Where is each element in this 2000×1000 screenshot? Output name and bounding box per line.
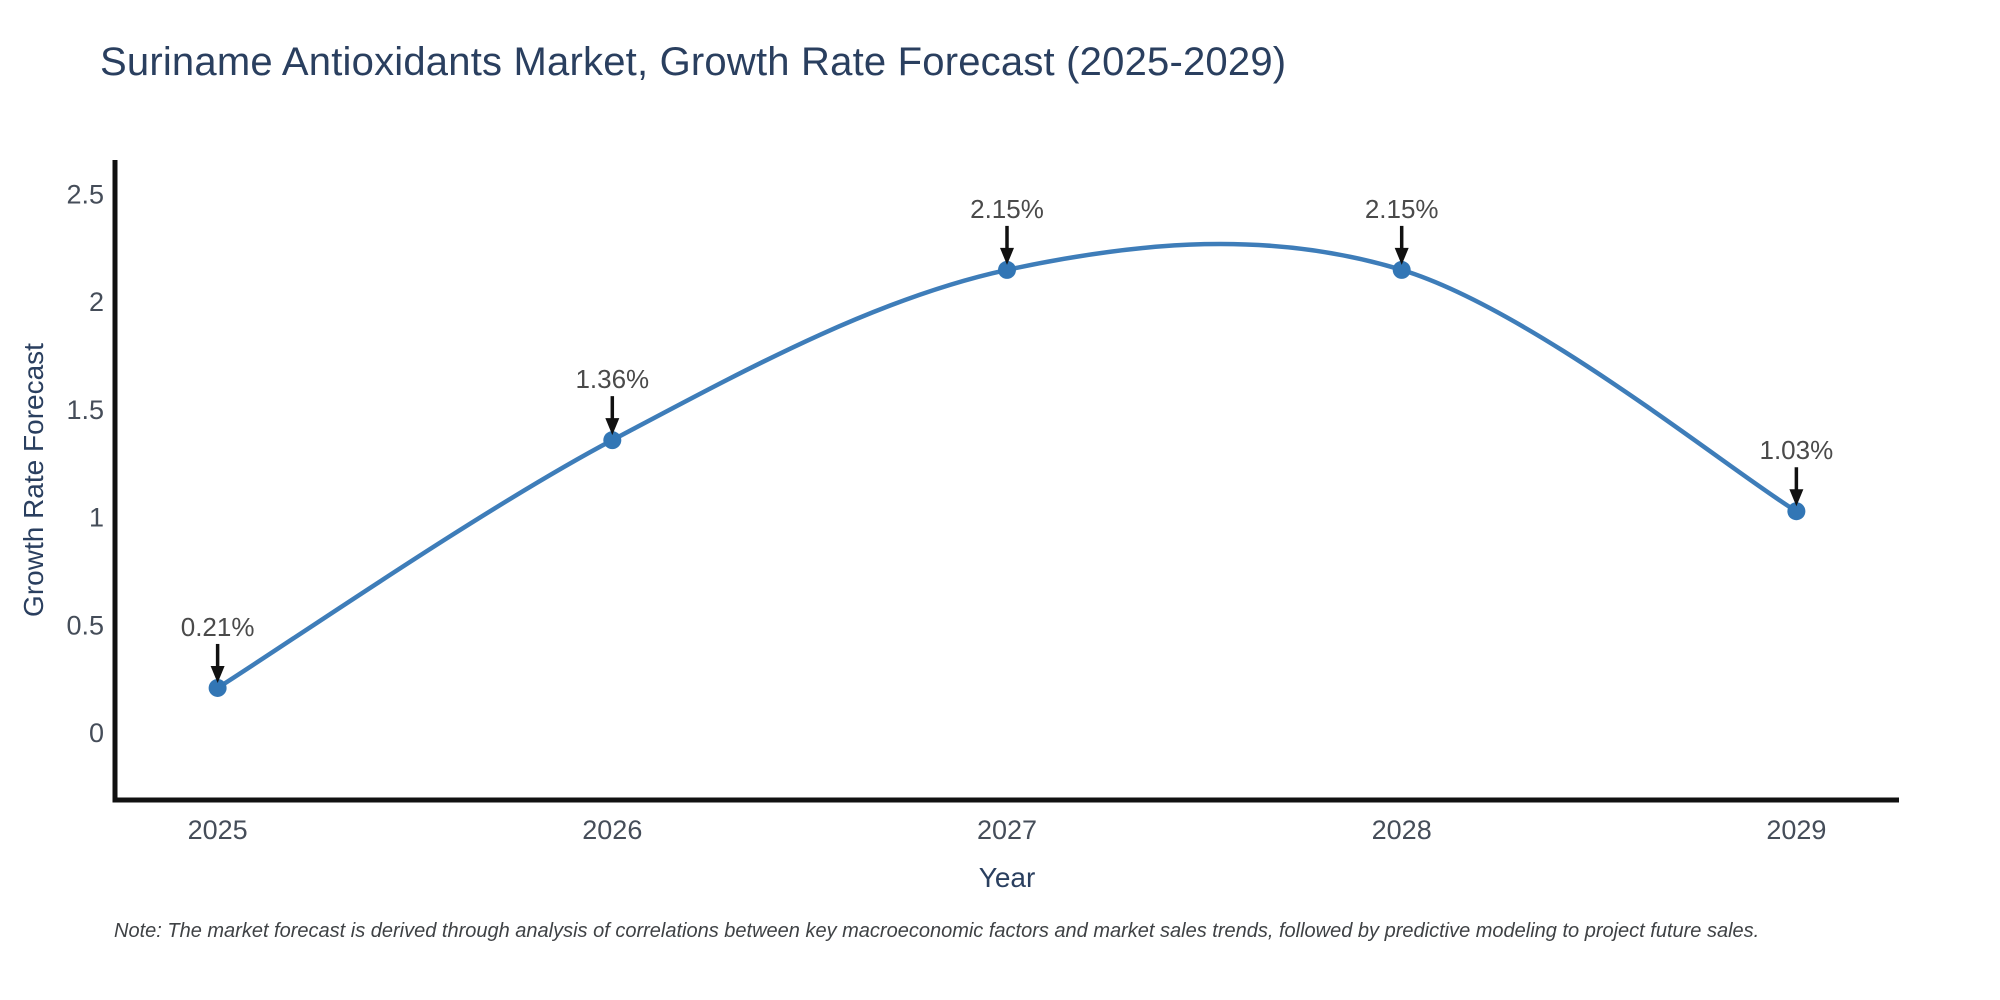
data-point[interactable] bbox=[1392, 260, 1411, 279]
annotation-arrowhead-icon bbox=[210, 665, 225, 683]
x-tick-label: 2029 bbox=[1766, 815, 1826, 845]
point-annotation-label: 0.21% bbox=[181, 612, 255, 642]
point-annotation-label: 2.15% bbox=[970, 194, 1044, 224]
x-axis-title: Year bbox=[978, 862, 1036, 893]
data-point[interactable] bbox=[603, 431, 622, 450]
x-tick-label: 2027 bbox=[977, 815, 1037, 845]
x-tick-label: 2028 bbox=[1372, 815, 1432, 845]
y-tick-label: 2 bbox=[89, 287, 104, 317]
data-point[interactable] bbox=[1787, 502, 1806, 521]
x-tick-label: 2025 bbox=[188, 815, 248, 845]
data-point[interactable] bbox=[208, 678, 227, 697]
point-annotation-label: 2.15% bbox=[1365, 194, 1439, 224]
annotation-arrowhead-icon bbox=[1394, 247, 1409, 265]
point-annotation-label: 1.36% bbox=[575, 364, 649, 394]
annotation-arrowhead-icon bbox=[1789, 489, 1804, 507]
annotation-arrowhead-icon bbox=[1000, 247, 1014, 265]
y-tick-label: 2.5 bbox=[66, 179, 104, 209]
annotation-arrowhead-icon bbox=[605, 418, 620, 436]
footnote: Note: The market forecast is derived thr… bbox=[114, 920, 1760, 942]
point-annotation-label: 1.03% bbox=[1760, 435, 1834, 465]
data-point[interactable] bbox=[998, 260, 1016, 279]
trend-line bbox=[215, 241, 1799, 691]
y-tick-label: 0 bbox=[89, 718, 104, 748]
y-tick-label: 0.5 bbox=[66, 610, 104, 640]
y-tick-label: 1.5 bbox=[66, 395, 104, 425]
chart-title: Suriname Antioxidants Market, Growth Rat… bbox=[100, 40, 1287, 84]
y-tick-label: 1 bbox=[89, 503, 104, 533]
x-tick-label: 2026 bbox=[582, 815, 642, 845]
